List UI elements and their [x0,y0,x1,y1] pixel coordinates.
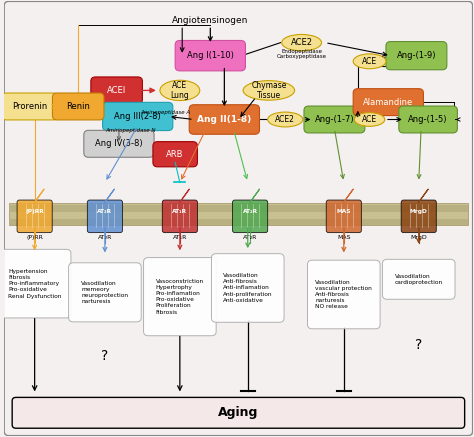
FancyBboxPatch shape [12,397,465,428]
FancyBboxPatch shape [175,41,246,71]
Text: ACE2: ACE2 [275,115,295,124]
FancyBboxPatch shape [144,257,216,336]
FancyBboxPatch shape [211,253,284,322]
Text: Hypertension
Fibrosis
Pro-inflammatory
Pro-oxidative
Renal Dysfunction: Hypertension Fibrosis Pro-inflammatory P… [8,269,61,298]
FancyBboxPatch shape [9,203,468,225]
Text: MrgD: MrgD [410,235,427,240]
Text: Ang II(1-8): Ang II(1-8) [197,115,252,124]
Text: MAS: MAS [337,209,351,215]
Text: Vasodilation
Anti-fibrosis
Anti-inflamation
Anti-proliferation
Anti-oxidative: Vasodilation Anti-fibrosis Anti-inflamat… [223,273,273,303]
Text: Aminopeptidase A: Aminopeptidase A [141,110,191,114]
FancyBboxPatch shape [102,102,173,131]
Ellipse shape [353,54,386,69]
Text: (P)RR: (P)RR [26,235,43,240]
Text: (P)RR: (P)RR [25,209,44,215]
Text: MrgD: MrgD [410,209,428,215]
Text: Endopeptidase
Carboxypeptidase: Endopeptidase Carboxypeptidase [277,49,327,59]
Text: Ang IV(3-8): Ang IV(3-8) [95,139,143,148]
Ellipse shape [355,113,385,126]
Text: ACE: ACE [362,115,377,124]
Text: Vasodilation
vascular protection
Anti-fibrosis
narturesis
NO release: Vasodilation vascular protection Anti-fi… [315,280,372,309]
Text: Renin: Renin [66,102,90,111]
Text: AT₁R: AT₁R [173,235,187,240]
FancyBboxPatch shape [4,1,473,436]
FancyBboxPatch shape [9,205,468,212]
FancyBboxPatch shape [386,42,447,70]
Text: AT₂R: AT₂R [98,235,112,240]
Text: AT₂R: AT₂R [243,209,258,215]
Text: MAS: MAS [337,235,351,240]
FancyBboxPatch shape [401,200,436,232]
Text: Vasodilation
memeory
neuroprotection
narturesis: Vasodilation memeory neuroprotection nar… [82,281,128,304]
FancyBboxPatch shape [87,200,122,232]
Ellipse shape [268,112,303,127]
Text: ACE
Lung: ACE Lung [171,81,189,100]
FancyBboxPatch shape [84,130,154,157]
Text: Aminopeptidase N: Aminopeptidase N [105,128,156,133]
FancyBboxPatch shape [383,259,455,299]
FancyBboxPatch shape [17,200,52,232]
FancyBboxPatch shape [233,200,268,232]
FancyBboxPatch shape [53,93,104,120]
Ellipse shape [282,35,321,51]
FancyBboxPatch shape [353,89,423,116]
Text: ACE2: ACE2 [291,38,313,47]
Text: ACE: ACE [362,57,377,66]
Text: AT₂R: AT₂R [97,209,112,215]
Text: ARB: ARB [166,150,184,159]
FancyBboxPatch shape [69,263,141,322]
FancyBboxPatch shape [308,260,380,329]
Text: Aging: Aging [218,406,259,419]
Text: Ang-(1-5): Ang-(1-5) [409,115,448,124]
FancyBboxPatch shape [91,77,142,104]
Text: Ang I(1-10): Ang I(1-10) [187,51,234,60]
Text: Vasoconstriction
Hypertrophy
Pro-inflamation
Pro-oxidative
Proliferation
Fibrosi: Vasoconstriction Hypertrophy Pro-inflama… [156,279,204,315]
Text: Ang-(1-7): Ang-(1-7) [315,115,354,124]
FancyBboxPatch shape [304,106,365,133]
FancyBboxPatch shape [0,250,71,318]
FancyBboxPatch shape [189,105,259,134]
FancyBboxPatch shape [153,142,197,167]
Text: Alamandine: Alamandine [363,97,413,107]
FancyBboxPatch shape [2,93,58,120]
FancyBboxPatch shape [162,200,197,232]
FancyBboxPatch shape [9,218,468,225]
Text: Angiotensinogen: Angiotensinogen [172,17,248,25]
Text: Ang III(2-8): Ang III(2-8) [114,112,161,121]
Text: Ang-(1-9): Ang-(1-9) [397,51,436,60]
Text: Vasodilation
cardioprotection: Vasodilation cardioprotection [395,274,443,285]
Text: Chymase
Tissue: Chymase Tissue [251,81,287,100]
FancyBboxPatch shape [326,200,361,232]
Text: Prorenin: Prorenin [12,102,47,111]
Text: ACEI: ACEI [107,86,126,95]
Ellipse shape [243,81,295,100]
FancyBboxPatch shape [399,106,457,133]
Text: AT₂R: AT₂R [243,235,257,240]
Text: AT₁R: AT₁R [172,209,187,215]
Text: ?: ? [101,349,109,363]
Ellipse shape [160,80,200,101]
Text: ?: ? [415,338,422,352]
